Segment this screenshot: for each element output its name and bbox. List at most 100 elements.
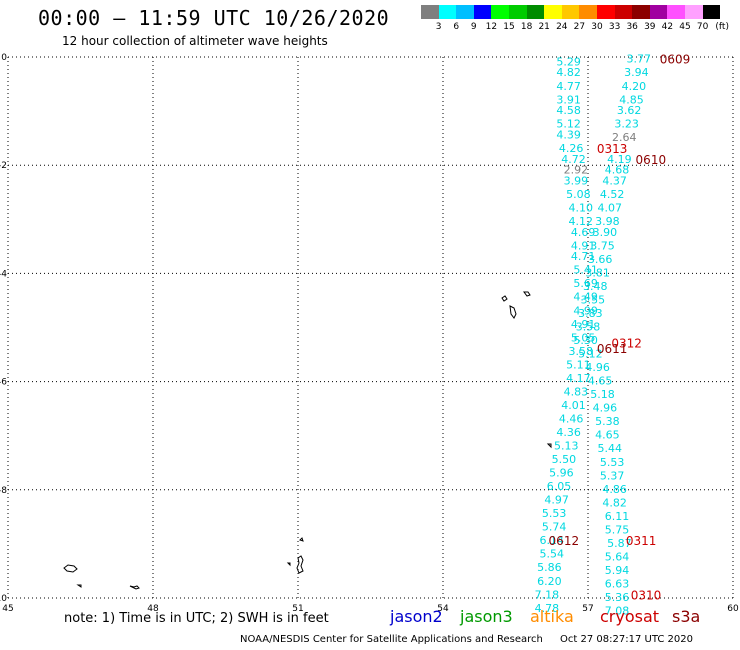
wave-height-value: 4.91 xyxy=(571,318,596,331)
wave-height-value: 5.44 xyxy=(598,442,623,455)
wave-height-value: 4.65 xyxy=(595,429,620,442)
color-tick-label: 33 xyxy=(608,22,621,32)
track-time-label: 0313 xyxy=(597,142,628,156)
color-tick-label: 15 xyxy=(503,22,515,32)
track-time-label: 0310 xyxy=(631,588,662,602)
wave-height-value: 5.96 xyxy=(549,467,574,480)
wave-height-value: 3.83 xyxy=(578,307,603,320)
wave-height-value: 3.58 xyxy=(576,321,601,334)
coastline xyxy=(299,537,304,542)
color-swatch xyxy=(702,5,721,19)
wave-height-value: 5.64 xyxy=(605,550,630,563)
color-swatch xyxy=(596,5,615,19)
wave-height-value: 3.98 xyxy=(595,215,620,228)
wave-height-value: 4.19 xyxy=(607,153,632,166)
wave-height-value: 6.05 xyxy=(547,480,572,493)
wave-height-value: 4.26 xyxy=(559,142,584,155)
coastline xyxy=(523,291,531,297)
footer: NOAA/NESDIS Center for Satellite Applica… xyxy=(240,634,707,645)
legend-note: note: 1) Time is in UTC; 2) SWH is in fe… xyxy=(64,611,329,626)
color-tick-label: 36 xyxy=(626,22,638,32)
color-tick-label: 42 xyxy=(661,22,674,32)
wave-height-value: 4.71 xyxy=(571,250,596,263)
wave-height-value: 5.94 xyxy=(605,564,630,577)
wave-height-value: 3.23 xyxy=(614,118,639,131)
legend-jason3: jason3 xyxy=(460,607,513,626)
color-tick-label: 30 xyxy=(591,22,603,32)
wave-height-value: 5.75 xyxy=(605,523,630,536)
coastline xyxy=(286,562,291,567)
chart-subtitle: 12 hour collection of altimeter wave hei… xyxy=(62,34,328,48)
color-swatch xyxy=(473,5,492,19)
coastline xyxy=(76,584,82,588)
wave-height-value: 4.96 xyxy=(585,361,610,374)
color-swatch xyxy=(649,5,668,19)
x-tick-label: 54 xyxy=(437,604,449,614)
legend-jason2: jason2 xyxy=(390,607,443,626)
color-swatch xyxy=(456,5,474,19)
color-scale-bar xyxy=(421,5,721,19)
wave-height-value: 4.17 xyxy=(566,372,591,385)
wave-height-value: 5.11 xyxy=(566,358,591,371)
wave-height-value: 3.55 xyxy=(581,293,606,306)
color-swatch xyxy=(684,5,703,19)
wave-height-value: 4.97 xyxy=(544,494,569,507)
wave-height-value: 4.86 xyxy=(602,483,627,496)
coastline xyxy=(509,305,517,319)
wave-height-value: 6.14 xyxy=(540,534,565,547)
wave-height-value: 5.12 xyxy=(556,118,581,131)
wave-height-value: 6.63 xyxy=(605,577,630,590)
x-tick-label: 60 xyxy=(727,604,739,614)
track-time-label: 0610 xyxy=(636,153,667,167)
color-swatch xyxy=(579,5,597,19)
wave-height-value: 5.08 xyxy=(566,188,591,201)
wave-height-value: 3.58 xyxy=(569,345,594,358)
color-tick-label: 18 xyxy=(520,22,533,32)
track-time-label: 0311 xyxy=(626,534,657,548)
wave-height-value: 3.66 xyxy=(588,253,613,266)
wave-height-value: 5.36 xyxy=(605,591,630,604)
wave-height-value: 4.39 xyxy=(556,128,581,141)
color-scale-ticks: 3 6 9 12 15 18 21 24 27 30 33 36 39 42 45 70 (ft) xyxy=(421,22,740,34)
wave-height-value: 4.83 xyxy=(564,385,589,398)
wave-height-value: 4.72 xyxy=(561,153,586,166)
track-time-label: 0312 xyxy=(611,337,642,351)
track-time-label: 0611 xyxy=(597,342,628,356)
footer-timestamp: Oct 27 08:27:17 UTC 2020 xyxy=(560,634,693,645)
y-tick-label: -2 xyxy=(0,161,7,171)
wave-height-value: 3.77 xyxy=(627,53,652,66)
wave-height-value: 3.99 xyxy=(564,174,589,187)
wave-height-value: 5.13 xyxy=(554,440,579,453)
legend-altika: altika xyxy=(530,607,574,626)
color-swatch xyxy=(438,5,457,19)
wave-height-value: 7.08 xyxy=(605,605,630,618)
wave-height-value: 4.85 xyxy=(619,93,644,106)
x-tick-label: 57 xyxy=(582,604,593,614)
wave-height-value: 4.36 xyxy=(556,426,581,439)
wave-height-value: 3.62 xyxy=(617,104,642,117)
track-time-label: 0612 xyxy=(549,534,580,548)
wave-height-value: 3.94 xyxy=(624,66,649,79)
color-swatch xyxy=(508,5,527,19)
wave-height-value: 5.74 xyxy=(542,521,567,534)
wave-height-value: 5.37 xyxy=(600,469,625,482)
wave-height-value: 3.81 xyxy=(585,266,610,279)
color-swatch xyxy=(421,5,439,19)
y-tick-label: -4 xyxy=(0,269,7,279)
y-tick-label: -6 xyxy=(0,378,7,388)
wave-height-value: 5.87 xyxy=(607,537,632,550)
y-tick-label: -10 xyxy=(0,594,7,604)
color-swatch xyxy=(667,5,685,19)
wave-height-value: 6.11 xyxy=(605,510,630,523)
coastline xyxy=(546,443,552,449)
wave-height-value: 3.48 xyxy=(583,280,608,293)
color-tick-label: 3 xyxy=(435,22,442,32)
coastline xyxy=(296,555,304,574)
color-tick-label: 21 xyxy=(538,22,550,32)
wave-height-value: 5.86 xyxy=(537,561,562,574)
wave-height-value: 4.91 xyxy=(571,239,596,252)
wave-height-value: 3.91 xyxy=(556,93,581,106)
wave-height-value: 4.49 xyxy=(573,291,598,304)
wave-height-value: 4.65 xyxy=(588,375,613,388)
wave-height-value: 5.30 xyxy=(573,334,598,347)
